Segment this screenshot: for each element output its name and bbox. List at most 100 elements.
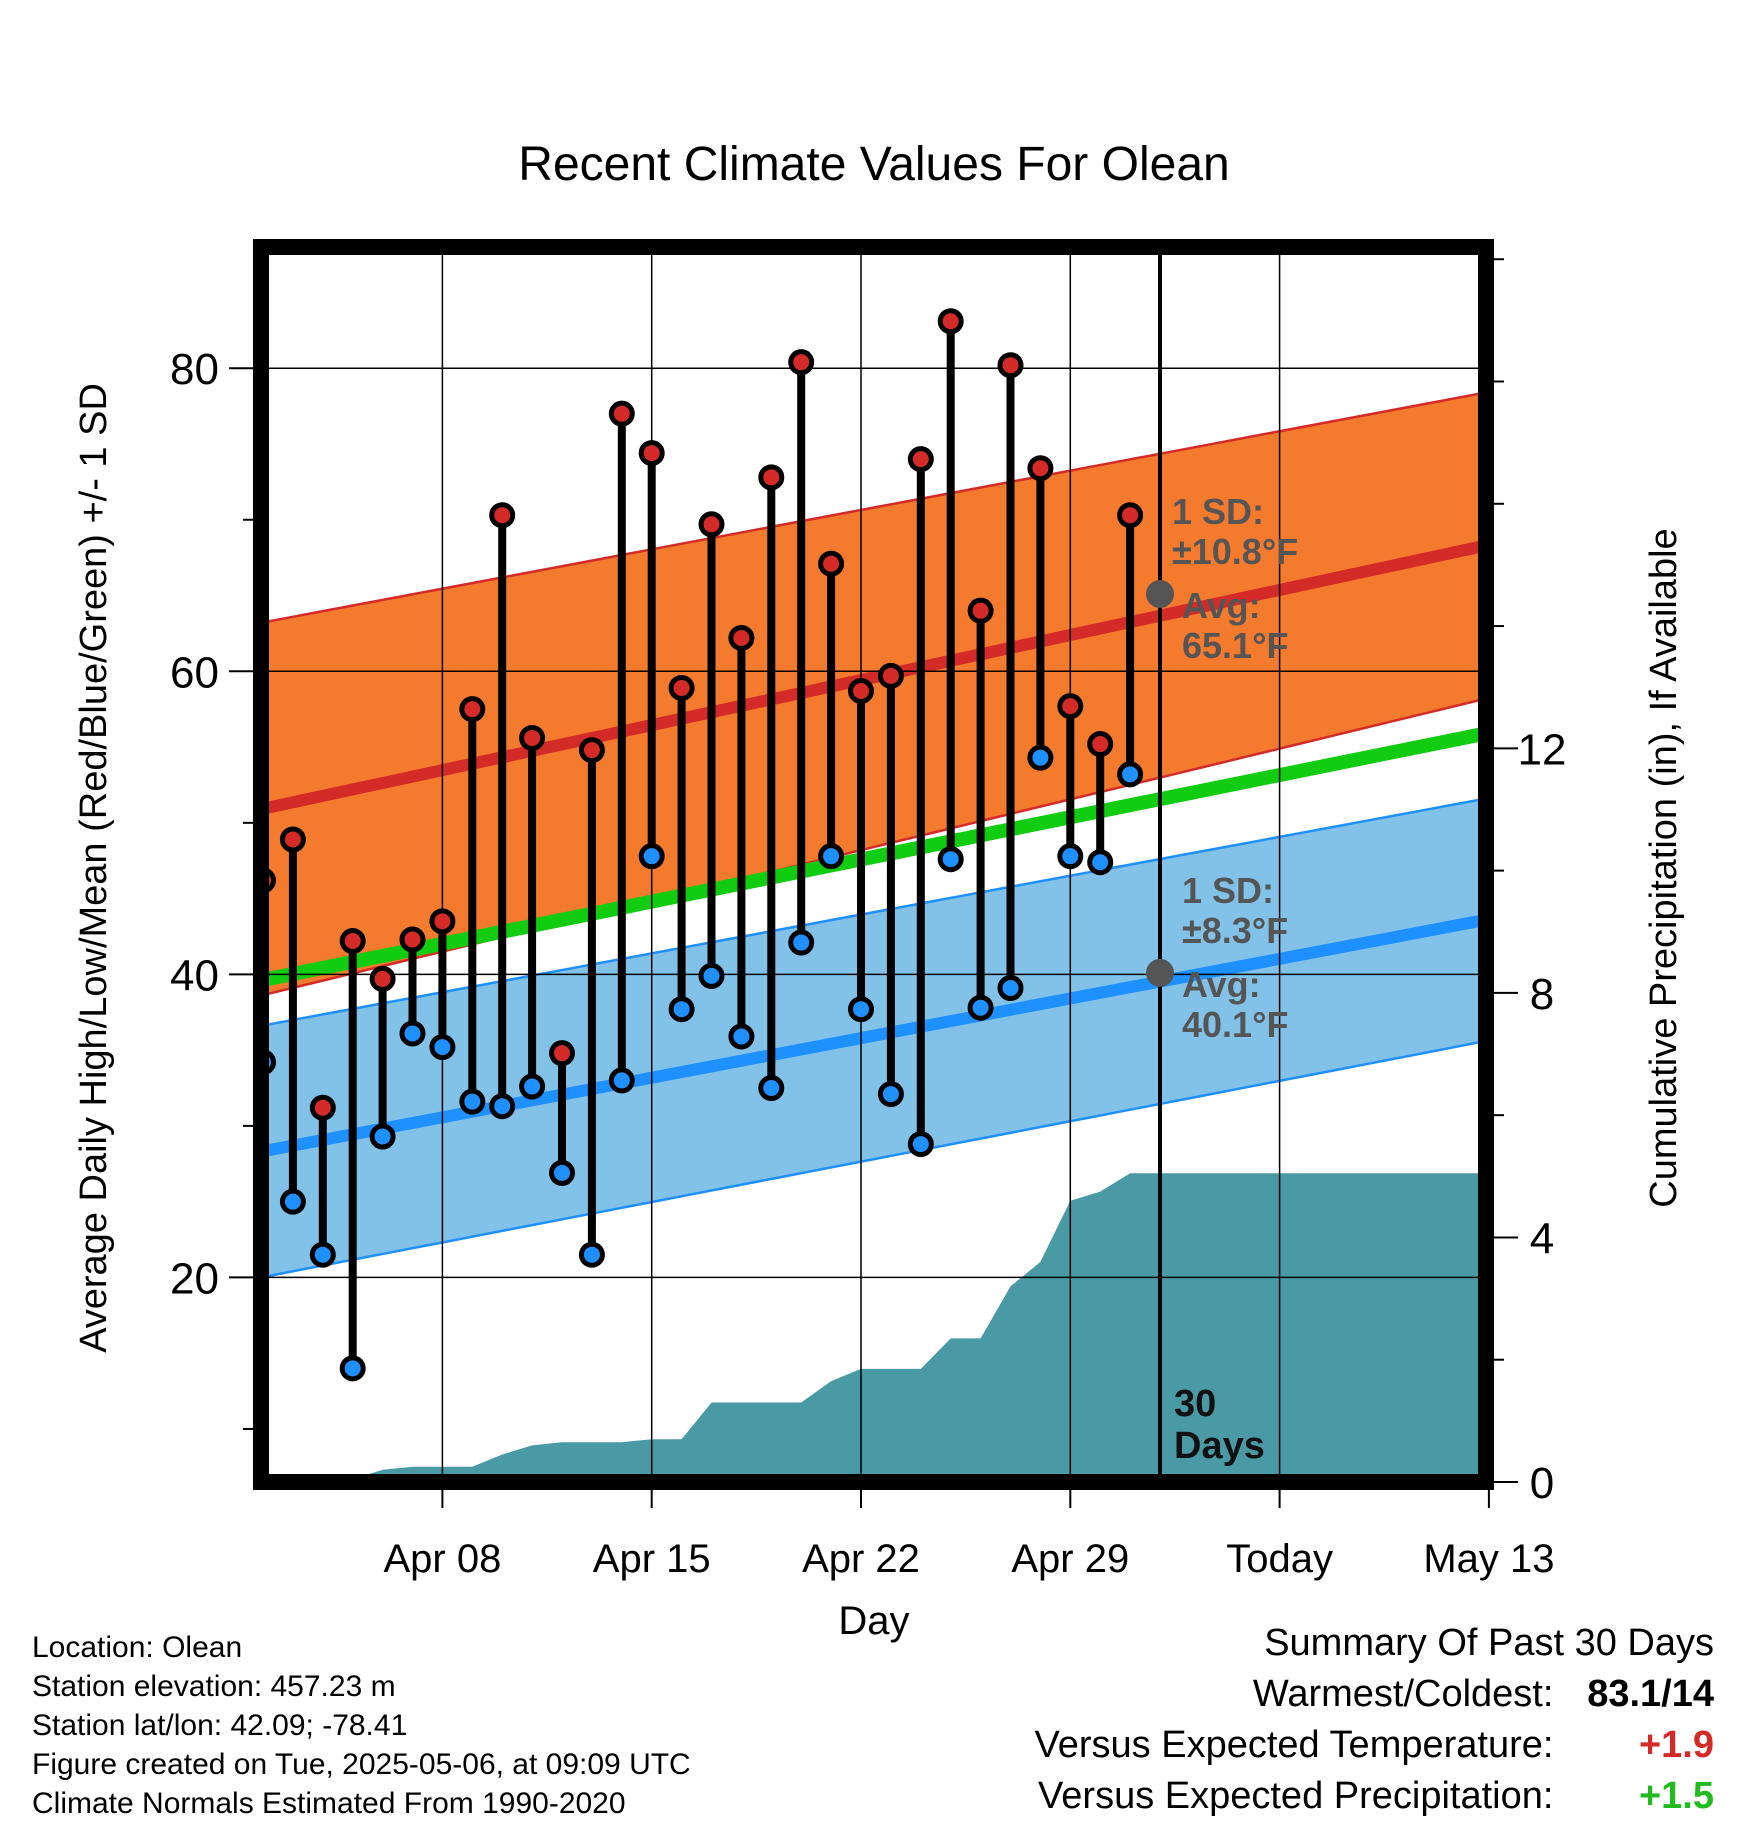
today-high-sd-label: 1 SD: bbox=[1172, 491, 1264, 532]
y2-tick-label: 12 bbox=[1518, 725, 1567, 774]
daily-low-point bbox=[1057, 843, 1084, 870]
y-tick-label: 60 bbox=[170, 648, 219, 697]
temp-label: Versus Expected Temperature: bbox=[1034, 1724, 1554, 1766]
daily-high-point bbox=[997, 352, 1024, 379]
daily-high-point bbox=[429, 908, 456, 935]
y2-tick-label: 4 bbox=[1530, 1214, 1554, 1263]
created-text: Figure created on Tue, 2025-05-06, at 09… bbox=[32, 1748, 691, 1781]
daily-high-point bbox=[1087, 731, 1114, 758]
today-low-avg-label: Avg: bbox=[1182, 964, 1261, 1005]
daily-high-point bbox=[369, 965, 396, 992]
daily-low-point bbox=[788, 929, 815, 956]
daily-high-point bbox=[608, 400, 635, 427]
elevation-text: Station elevation: 457.23 m bbox=[32, 1670, 396, 1703]
today-low-marker bbox=[1146, 958, 1174, 987]
daily-low-point bbox=[937, 846, 964, 873]
x-tick-label: Apr 22 bbox=[802, 1537, 920, 1581]
daily-low-point bbox=[578, 1241, 605, 1268]
daily-high-point bbox=[698, 511, 725, 538]
normal-low-band-upper-edge bbox=[261, 797, 1486, 1028]
daily-low-point bbox=[758, 1075, 785, 1102]
today-low-sd-value: ±8.3°F bbox=[1182, 910, 1288, 951]
y-axis-label: Average Daily High/Low/Mean (Red/Blue/Gr… bbox=[73, 383, 115, 1353]
today-low-sd-label: 1 SD: bbox=[1182, 870, 1274, 911]
daily-high-point bbox=[848, 677, 874, 704]
normal-mean-line bbox=[261, 726, 1486, 988]
daily-low-point bbox=[848, 996, 874, 1023]
daily-low-point bbox=[309, 1241, 336, 1268]
temp-value: +1.9 bbox=[1638, 1724, 1714, 1766]
daily-high-point bbox=[339, 928, 366, 955]
daily-high-point bbox=[519, 724, 546, 751]
precip-value: +1.5 bbox=[1638, 1775, 1714, 1817]
daily-high-point bbox=[877, 662, 904, 689]
y2-axis-label: Cumulative Precipitation (in), If Availa… bbox=[1643, 528, 1685, 1207]
daily-high-point bbox=[1057, 693, 1084, 720]
today-high-avg-label: Avg: bbox=[1182, 585, 1261, 626]
daily-low-point bbox=[877, 1081, 904, 1108]
warmest-label: Warmest/Coldest: bbox=[1252, 1673, 1554, 1715]
precip-label: Versus Expected Precipitation: bbox=[1038, 1775, 1554, 1817]
today-days-label: Days bbox=[1174, 1425, 1265, 1467]
x-tick-label: Apr 15 bbox=[593, 1537, 711, 1581]
today-high-avg-value: 65.1°F bbox=[1182, 625, 1288, 666]
y2-tick-label: 0 bbox=[1530, 1459, 1554, 1508]
warmest-value: 83.1/14 bbox=[1587, 1673, 1714, 1715]
daily-low-point bbox=[459, 1088, 486, 1115]
daily-low-point bbox=[698, 962, 725, 989]
normal-low-band-lower-edge bbox=[261, 1039, 1486, 1279]
daily-low-point bbox=[369, 1123, 396, 1150]
summary-precip-row: Versus Expected Precipitation: +1.5 bbox=[1035, 1771, 1714, 1822]
today-days-label: 30 bbox=[1174, 1383, 1216, 1425]
daily-low-point bbox=[549, 1159, 575, 1186]
summary-panel: Summary Of Past 30 Days Warmest/Coldest:… bbox=[1035, 1618, 1714, 1822]
daily-low-point bbox=[638, 843, 665, 870]
summary-title: Summary Of Past 30 Days bbox=[1264, 1622, 1714, 1664]
daily-low-point bbox=[279, 1188, 306, 1215]
daily-high-point bbox=[907, 446, 934, 473]
daily-low-point bbox=[339, 1355, 366, 1382]
daily-low-point bbox=[608, 1067, 635, 1094]
daily-low-point bbox=[1087, 849, 1114, 876]
chart-title: Recent Climate Values For Olean bbox=[518, 138, 1229, 191]
daily-high-point bbox=[638, 440, 665, 467]
normals-text: Climate Normals Estimated From 1990-2020 bbox=[32, 1787, 626, 1820]
daily-low-point bbox=[519, 1073, 546, 1100]
plot-frame bbox=[253, 239, 1494, 1490]
today-high-marker bbox=[1146, 580, 1174, 609]
daily-low-point bbox=[1117, 761, 1144, 788]
daily-low-point bbox=[997, 975, 1024, 1001]
daily-high-point bbox=[668, 674, 695, 701]
today-high-sd-value: ±10.8°F bbox=[1172, 531, 1298, 572]
daily-low-point bbox=[818, 843, 845, 870]
daily-low-point bbox=[1027, 744, 1054, 771]
x-tick-label: May 13 bbox=[1423, 1537, 1554, 1581]
daily-high-point bbox=[459, 696, 486, 723]
x-tick-label: Apr 08 bbox=[383, 1537, 501, 1581]
daily-high-point bbox=[967, 597, 994, 624]
daily-high-point bbox=[1027, 455, 1054, 482]
daily-low-point bbox=[668, 996, 695, 1023]
daily-low-point bbox=[728, 1023, 755, 1050]
daily-low-point bbox=[489, 1093, 516, 1120]
daily-high-point bbox=[1117, 502, 1144, 529]
location-text: Location: Olean bbox=[32, 1631, 243, 1664]
daily-high-point bbox=[728, 624, 755, 651]
daily-high-point bbox=[758, 464, 785, 491]
daily-high-point bbox=[818, 550, 845, 577]
daily-high-point bbox=[788, 349, 815, 376]
latlon-text: Station lat/lon: 42.09; -78.41 bbox=[32, 1709, 408, 1742]
y-tick-label: 80 bbox=[170, 345, 219, 394]
daily-low-point bbox=[907, 1131, 934, 1158]
daily-high-point bbox=[489, 502, 516, 529]
daily-high-point bbox=[578, 737, 605, 764]
summary-temp-row: Versus Expected Temperature: +1.9 bbox=[1035, 1720, 1714, 1771]
daily-high-point bbox=[549, 1040, 575, 1067]
today-low-avg-value: 40.1°F bbox=[1182, 1004, 1288, 1045]
normal-low-line bbox=[261, 913, 1486, 1158]
daily-high-point bbox=[279, 826, 306, 853]
y-tick-label: 40 bbox=[170, 951, 219, 1000]
